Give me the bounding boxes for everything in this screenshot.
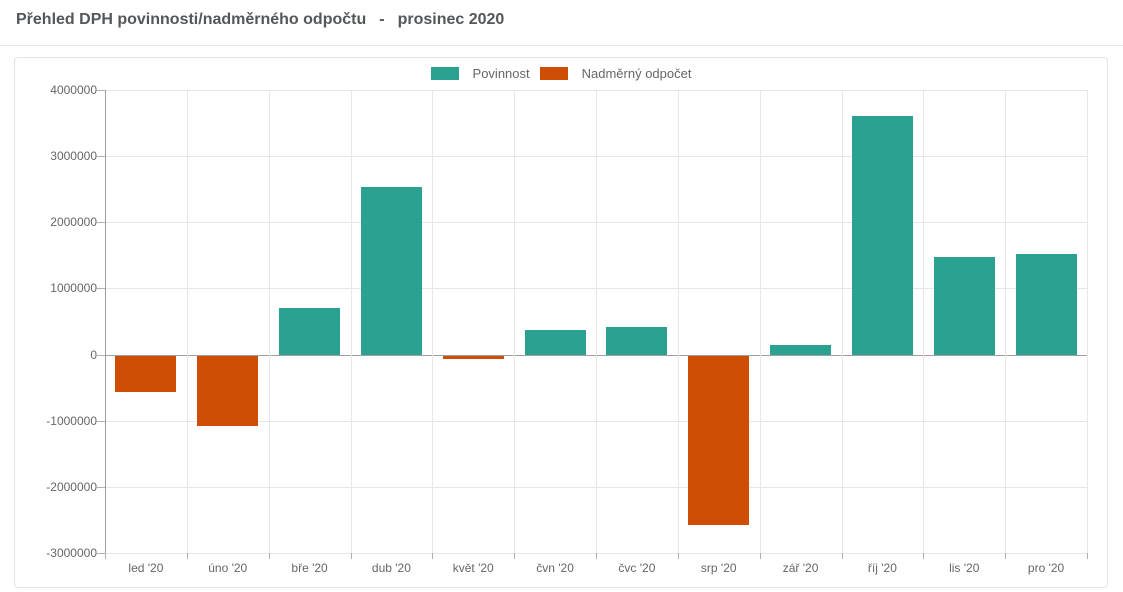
y-axis-tick-mark bbox=[97, 420, 105, 422]
y-axis-tick-mark bbox=[97, 553, 105, 554]
page-title: Přehled DPH povinnosti/nadměrného odpočt… bbox=[16, 11, 367, 28]
x-axis-tick-mark bbox=[351, 553, 352, 559]
y-axis-tick-label: -2000000 bbox=[46, 479, 97, 494]
x-axis-category-label: květ '20 bbox=[452, 561, 494, 575]
x-axis-category-label: říj '20 bbox=[867, 561, 897, 575]
x-axis-category-label: úno '20 bbox=[208, 561, 248, 575]
y-axis-tick-label: 2000000 bbox=[50, 215, 97, 230]
y-axis-tick-mark bbox=[97, 288, 105, 290]
x-gridline bbox=[269, 90, 270, 553]
legend-swatch-povinnost bbox=[430, 67, 459, 80]
y-axis-tick-mark bbox=[97, 354, 105, 356]
legend-label-povinnost: Povinnost bbox=[472, 66, 530, 81]
x-axis-category-label: led '20 bbox=[128, 561, 164, 575]
x-axis-category-label: srp '20 bbox=[700, 561, 737, 575]
chart-bar-povinnost[interactable] bbox=[851, 116, 913, 355]
chart-bar-povinnost[interactable] bbox=[606, 326, 668, 355]
y-axis-line bbox=[105, 90, 106, 553]
x-axis-category-label: zář '20 bbox=[782, 561, 819, 575]
chart-bar-nadmerny-odpocet[interactable] bbox=[688, 355, 750, 525]
y-axis-tick-label: 1000000 bbox=[50, 281, 97, 296]
x-gridline bbox=[923, 90, 924, 553]
chart-bar-nadmerny-odpocet[interactable] bbox=[197, 355, 259, 426]
x-gridline bbox=[1087, 90, 1088, 553]
x-axis-tick-mark bbox=[1005, 553, 1006, 559]
y-axis-tick-mark bbox=[97, 222, 105, 224]
x-axis-tick-mark bbox=[514, 553, 515, 559]
title-separator: - bbox=[379, 11, 385, 28]
x-axis-category-label: bře '20 bbox=[291, 561, 328, 575]
chart-bar-povinnost[interactable] bbox=[524, 330, 586, 355]
x-axis-tick-mark bbox=[105, 553, 106, 559]
legend-swatch-nadmerny-odpocet bbox=[539, 67, 568, 80]
y-axis-tick-mark bbox=[97, 156, 105, 158]
x-gridline bbox=[842, 90, 843, 553]
y-axis-tick-label: 0 bbox=[90, 347, 97, 362]
header-divider bbox=[0, 45, 1123, 46]
y-axis-tick-mark bbox=[97, 486, 105, 488]
x-axis-tick-mark bbox=[1087, 553, 1088, 559]
x-gridline bbox=[514, 90, 515, 553]
x-axis-tick-mark bbox=[432, 553, 433, 559]
x-gridline bbox=[678, 90, 679, 553]
plot-area: -3000000 -2000000 -1000000 0 1000000 2000000 3… bbox=[46, 83, 1088, 575]
x-axis-category-label: čvc '20 bbox=[618, 561, 656, 575]
x-axis-tick-mark bbox=[269, 553, 270, 559]
x-axis-tick-mark bbox=[923, 553, 924, 559]
y-axis-tick-label: 4000000 bbox=[50, 83, 97, 97]
x-gridline bbox=[351, 90, 352, 553]
x-gridline bbox=[432, 90, 433, 553]
x-axis-tick-mark bbox=[678, 553, 679, 559]
chart-header: Přehled DPH povinnosti/nadměrného odpočt… bbox=[16, 11, 504, 29]
x-axis-tick-mark bbox=[842, 553, 843, 559]
y-axis-tick-label: -3000000 bbox=[46, 546, 97, 560]
x-gridline bbox=[187, 90, 188, 553]
x-gridline bbox=[760, 90, 761, 553]
chart-bar-povinnost[interactable] bbox=[1015, 254, 1077, 355]
chart-bar-povinnost[interactable] bbox=[279, 308, 341, 355]
title-period: prosinec 2020 bbox=[397, 11, 505, 28]
x-axis-category-label: dub '20 bbox=[371, 561, 411, 575]
x-axis-tick-mark bbox=[596, 553, 597, 559]
legend-item-nadmerny-odpocet[interactable]: Nadměrný odpočet bbox=[539, 66, 692, 81]
legend-label-nadmerny-odpocet: Nadměrný odpočet bbox=[581, 66, 692, 81]
y-axis-tick-label: 3000000 bbox=[50, 149, 97, 164]
chart-bar-povinnost[interactable] bbox=[360, 187, 422, 355]
y-axis-tick-label: -1000000 bbox=[46, 413, 97, 428]
chart-bar-nadmerny-odpocet[interactable] bbox=[115, 355, 177, 392]
legend-item-povinnost[interactable]: Povinnost bbox=[430, 66, 530, 81]
y-axis-tick-mark bbox=[97, 90, 105, 91]
x-axis-tick-mark bbox=[187, 553, 188, 559]
x-gridline bbox=[596, 90, 597, 553]
x-axis-tick-mark bbox=[760, 553, 761, 559]
chart-bar-povinnost[interactable] bbox=[933, 256, 995, 355]
x-axis-category-label: pro '20 bbox=[1027, 561, 1065, 575]
x-gridline bbox=[1005, 90, 1006, 553]
chart-bar-povinnost[interactable] bbox=[770, 344, 832, 355]
x-axis-category-label: lis '20 bbox=[949, 561, 980, 575]
chart-legend: Povinnost Nadměrný odpočet bbox=[15, 66, 1107, 81]
chart-card: Povinnost Nadměrný odpočet -3000000 -2000… bbox=[14, 57, 1108, 588]
chart-bar-nadmerny-odpocet[interactable] bbox=[442, 355, 504, 359]
x-axis-category-label: čvn '20 bbox=[536, 561, 574, 575]
